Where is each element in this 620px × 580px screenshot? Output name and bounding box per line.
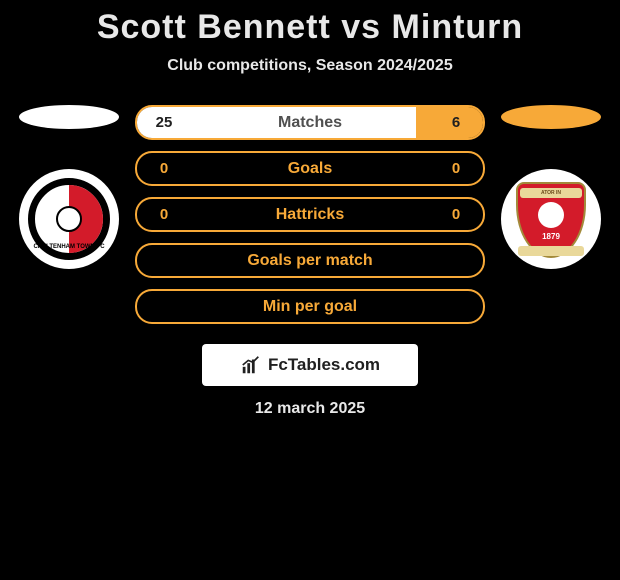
swindon-crest-icon: ATOR IN 1879 — [510, 178, 592, 260]
brand-box: FcTables.com — [202, 344, 418, 386]
comparison-widget: Scott Bennett vs Minturn Club competitio… — [0, 0, 620, 418]
stat-row: Goals per match — [135, 243, 485, 278]
cheltenham-crest-icon: CHELTENHAM TOWN FC — [28, 178, 110, 260]
stat-row: 25Matches6 — [135, 105, 485, 140]
stat-value-right: 0 — [429, 160, 483, 177]
swindon-banner: ATOR IN — [520, 188, 582, 198]
date-text: 12 march 2025 — [0, 400, 620, 418]
swindon-year: 1879 — [510, 232, 592, 241]
right-side: ATOR IN 1879 — [499, 105, 603, 269]
right-color-indicator — [501, 105, 601, 129]
left-color-indicator — [19, 105, 119, 129]
player1-name: Scott Bennett — [97, 8, 331, 46]
stats-column: 25Matches60Goals00Hattricks0Goals per ma… — [135, 105, 485, 324]
stat-label: Matches — [191, 114, 429, 132]
stat-value-left: 0 — [137, 160, 191, 177]
stat-value-left: 25 — [137, 114, 191, 131]
main-row: CHELTENHAM TOWN FC 25Matches60Goals00Hat… — [0, 105, 620, 324]
stat-label: Goals — [191, 160, 429, 178]
stat-value-left: 0 — [137, 206, 191, 223]
stat-row: Min per goal — [135, 289, 485, 324]
chart-icon — [240, 354, 262, 376]
right-team-badge: ATOR IN 1879 — [501, 169, 601, 269]
stat-label: Hattricks — [191, 206, 429, 224]
player2-name: Minturn — [392, 8, 524, 46]
brand-text: FcTables.com — [268, 355, 380, 375]
vs-text: vs — [341, 8, 381, 46]
stat-value-right: 6 — [429, 114, 483, 131]
stat-row: 0Goals0 — [135, 151, 485, 186]
subtitle: Club competitions, Season 2024/2025 — [0, 57, 620, 75]
stat-value-right: 0 — [429, 206, 483, 223]
left-team-badge: CHELTENHAM TOWN FC — [19, 169, 119, 269]
cheltenham-crest-label: CHELTENHAM TOWN FC — [28, 244, 110, 250]
stat-label: Min per goal — [191, 298, 429, 316]
left-side: CHELTENHAM TOWN FC — [17, 105, 121, 269]
stat-row: 0Hattricks0 — [135, 197, 485, 232]
stat-label: Goals per match — [191, 252, 429, 270]
page-title: Scott Bennett vs Minturn — [0, 8, 620, 47]
